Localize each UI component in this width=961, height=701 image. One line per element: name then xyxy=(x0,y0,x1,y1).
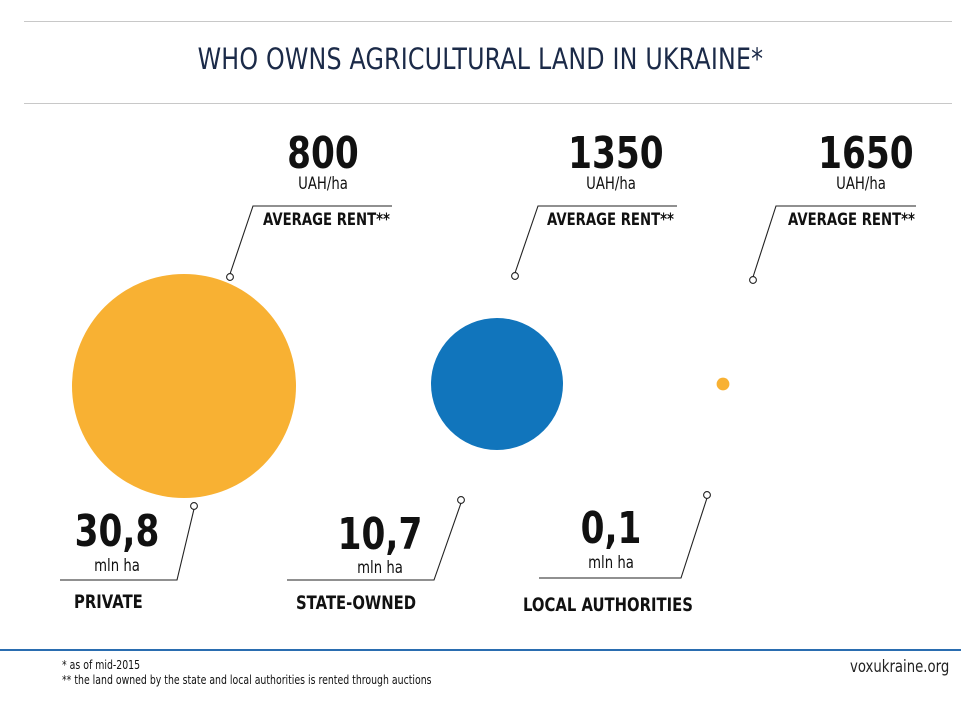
rent-unit-private: UAH/ha xyxy=(298,174,348,194)
rent-label-local: AVERAGE RENT** xyxy=(788,210,915,230)
area-unit-local: mln ha xyxy=(588,553,634,573)
leader-dot-area-local xyxy=(703,491,711,499)
top-rule xyxy=(24,21,952,22)
category-state: STATE-OWNED xyxy=(296,592,417,614)
leader-rent-local xyxy=(752,205,916,278)
area-value-private: 30,8 xyxy=(74,506,160,557)
area-unit-private: mln ha xyxy=(94,556,140,576)
title-underline xyxy=(24,103,952,104)
leader-dot-rent-state xyxy=(511,272,519,280)
leader-dot-area-private xyxy=(190,502,198,510)
bubble-local xyxy=(716,377,730,391)
leader-area-private xyxy=(60,508,195,581)
bubble-state xyxy=(431,318,563,450)
leader-rent-state xyxy=(514,205,677,274)
leader-area-local xyxy=(539,497,708,579)
area-value-state: 10,7 xyxy=(337,509,423,560)
leader-dot-rent-private xyxy=(226,273,234,281)
footer-rule xyxy=(0,649,961,651)
page-title: WHO OWNS AGRICULTURAL LAND IN UKRAINE* xyxy=(197,42,764,76)
bubble-private xyxy=(72,274,296,498)
category-private: PRIVATE xyxy=(74,591,143,613)
rent-label-state: AVERAGE RENT** xyxy=(547,210,674,230)
rent-value-private: 800 xyxy=(287,128,359,179)
leader-dot-area-state xyxy=(457,496,465,504)
area-value-local: 0,1 xyxy=(580,503,642,554)
source-link[interactable]: voxukraine.org xyxy=(850,657,950,677)
rent-unit-local: UAH/ha xyxy=(836,174,886,194)
rent-unit-state: UAH/ha xyxy=(586,174,636,194)
area-unit-state: mln ha xyxy=(357,558,403,578)
rent-label-private: AVERAGE RENT** xyxy=(263,210,390,230)
leader-area-state xyxy=(287,502,462,581)
rent-value-local: 1650 xyxy=(818,128,914,179)
category-local: LOCAL AUTHORITIES xyxy=(523,594,693,616)
rent-value-state: 1350 xyxy=(568,128,664,179)
leader-dot-rent-local xyxy=(749,276,757,284)
leader-rent-private xyxy=(229,205,392,275)
footnote-2: ** the land owned by the state and local… xyxy=(62,673,432,687)
footnote-1: * as of mid-2015 xyxy=(62,658,141,672)
